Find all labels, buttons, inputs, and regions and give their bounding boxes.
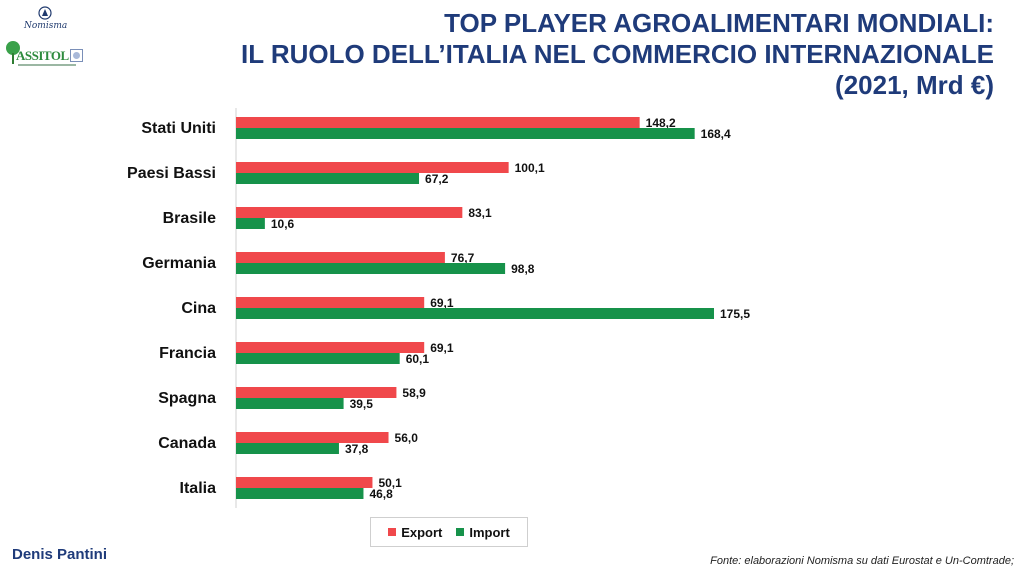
category-label: Stati Uniti bbox=[141, 120, 216, 137]
bar-import bbox=[236, 443, 339, 454]
bar-import bbox=[236, 398, 344, 409]
value-label-import: 175,5 bbox=[720, 307, 750, 321]
nomisma-crest-icon bbox=[38, 6, 52, 20]
tree-icon bbox=[6, 41, 20, 64]
bar-export bbox=[236, 117, 640, 128]
value-label-export: 56,0 bbox=[395, 431, 419, 445]
bar-import bbox=[236, 488, 364, 499]
category-label: Germania bbox=[142, 255, 216, 272]
bar-export bbox=[236, 207, 463, 218]
bar-export bbox=[236, 342, 425, 353]
bar-export bbox=[236, 432, 389, 443]
category-label: Italia bbox=[180, 480, 217, 497]
legend-item-import: Import bbox=[456, 524, 510, 540]
value-label-import: 67,2 bbox=[425, 172, 449, 186]
value-label-export: 69,1 bbox=[430, 296, 454, 310]
category-label: Spagna bbox=[158, 390, 216, 407]
value-label-import: 37,8 bbox=[345, 442, 369, 456]
value-label-import: 10,6 bbox=[271, 217, 295, 231]
value-label-import: 168,4 bbox=[701, 127, 731, 141]
legend-label-import: Import bbox=[469, 524, 510, 540]
bar-import bbox=[236, 263, 506, 274]
bar-import bbox=[236, 128, 695, 139]
value-label-import: 60,1 bbox=[406, 352, 430, 366]
seal-icon bbox=[70, 49, 83, 62]
category-label: Brasile bbox=[163, 210, 216, 227]
category-label: Cina bbox=[181, 300, 216, 317]
legend-swatch-export bbox=[388, 528, 397, 536]
bar-export bbox=[236, 252, 445, 263]
legend-label-export: Export bbox=[401, 524, 443, 540]
chart-legend: Export Import bbox=[370, 517, 528, 547]
assitol-logo-text: ASSITOL bbox=[16, 48, 69, 63]
bar-export bbox=[236, 297, 425, 308]
nomisma-logo-text: Nomisma bbox=[24, 21, 68, 31]
value-label-export: 76,7 bbox=[451, 251, 475, 265]
bar-export bbox=[236, 477, 373, 488]
category-label: Francia bbox=[159, 345, 216, 362]
value-label-export: 58,9 bbox=[402, 386, 426, 400]
value-label-import: 39,5 bbox=[350, 397, 374, 411]
chart-title: TOP PLAYER AGROALIMENTARI MONDIALI: IL R… bbox=[234, 8, 994, 101]
value-label-export: 50,1 bbox=[378, 476, 402, 490]
logos: Nomisma ASSITOL bbox=[4, 4, 86, 74]
value-label-export: 69,1 bbox=[430, 341, 454, 355]
chart-title-line-3: (2021, Mrd €) bbox=[835, 70, 994, 100]
bar-export bbox=[236, 162, 509, 173]
category-label: Paesi Bassi bbox=[127, 165, 216, 182]
assitol-tagline-line bbox=[18, 64, 76, 66]
value-label-import: 46,8 bbox=[369, 487, 393, 501]
value-label-export: 100,1 bbox=[515, 161, 545, 175]
bar-import bbox=[236, 353, 400, 364]
source-note: Fonte: elaborazioni Nomisma su dati Euro… bbox=[710, 555, 1014, 567]
value-label-export: 83,1 bbox=[468, 206, 492, 220]
chart-title-line-1: TOP PLAYER AGROALIMENTARI MONDIALI: bbox=[444, 8, 994, 38]
value-label-import: 98,8 bbox=[511, 262, 535, 276]
bar-import bbox=[236, 308, 714, 319]
value-label-export: 148,2 bbox=[646, 116, 676, 130]
chart-title-line-2: IL RUOLO DELL’ITALIA NEL COMMERCIO INTER… bbox=[240, 39, 994, 69]
author-name: Denis Pantini bbox=[12, 546, 108, 563]
bar-export bbox=[236, 387, 397, 398]
bar-import bbox=[236, 173, 420, 184]
legend-item-export: Export bbox=[388, 525, 442, 540]
category-label: Canada bbox=[158, 435, 216, 452]
legend-swatch-import bbox=[456, 528, 465, 536]
bar-import bbox=[236, 218, 265, 229]
